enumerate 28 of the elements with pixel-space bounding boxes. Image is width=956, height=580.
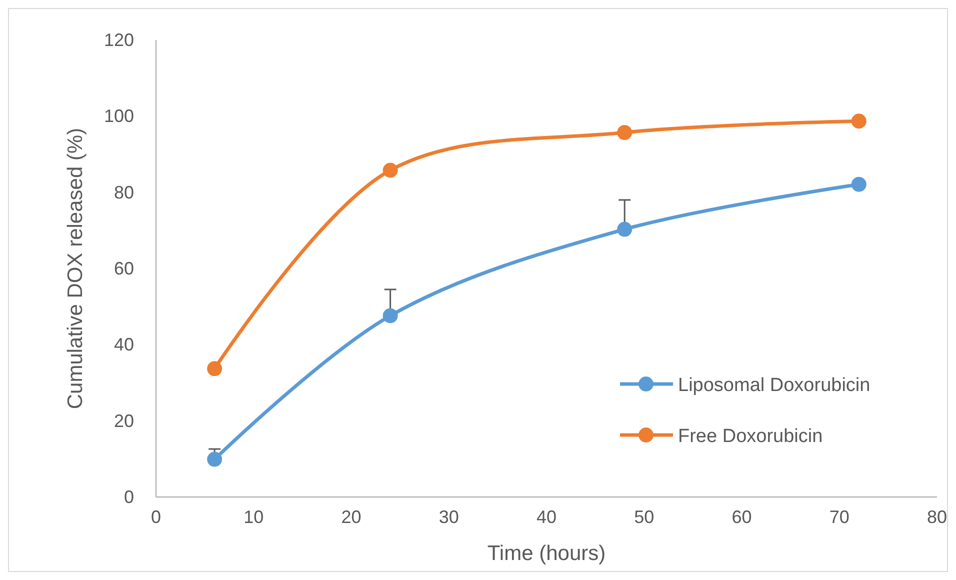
y-tick-label: 120: [104, 30, 134, 50]
x-tick-label: 20: [341, 507, 362, 527]
point: [617, 222, 632, 237]
y-tick-label: 20: [114, 410, 134, 431]
point: [382, 308, 398, 324]
y-tick-label: 40: [114, 334, 134, 355]
y-axis-title: Cumulative DOX released (%): [64, 128, 87, 410]
x-axis-title: Time (hours): [487, 542, 606, 565]
x-tick-label: 80: [926, 507, 948, 527]
y-tick-label: 80: [114, 182, 134, 202]
y-tick-label: 0: [124, 487, 134, 507]
x-tick-label: 70: [829, 507, 850, 527]
point: [207, 361, 222, 376]
y-tick-label: 60: [114, 258, 134, 278]
x-tick-label: 50: [634, 507, 654, 527]
legend-label: Liposomal Doxorubicin: [678, 375, 870, 396]
point: [851, 176, 866, 192]
x-tick-label: 60: [732, 507, 752, 527]
point: [207, 452, 222, 467]
point: [851, 114, 866, 129]
legend-label: Free Doxorubicin: [678, 426, 823, 447]
x-tick-label: 30: [438, 507, 459, 527]
y-tick-label: 100: [104, 106, 134, 126]
point: [382, 162, 398, 178]
point: [617, 125, 632, 140]
x-tick-label: 40: [536, 507, 557, 527]
x-tick-label: 10: [244, 507, 264, 527]
x-tick-label: 0: [150, 507, 162, 527]
